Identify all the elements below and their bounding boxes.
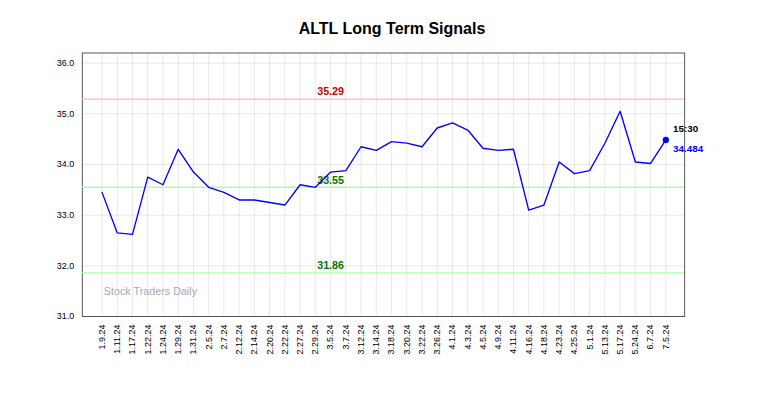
svg-text:Stock Traders Daily: Stock Traders Daily: [104, 285, 198, 297]
svg-text:4.5.24: 4.5.24: [478, 325, 488, 350]
svg-text:2.7.24: 2.7.24: [219, 325, 229, 350]
svg-text:2.27.24: 2.27.24: [295, 325, 305, 355]
svg-text:5.24.24: 5.24.24: [630, 325, 640, 355]
svg-text:4.3.24: 4.3.24: [463, 325, 473, 350]
svg-text:4.9.24: 4.9.24: [493, 325, 503, 350]
svg-text:1.11.24: 1.11.24: [112, 325, 122, 354]
svg-text:34.484: 34.484: [673, 143, 704, 154]
svg-text:34.0: 34.0: [57, 159, 74, 169]
svg-text:4.25.24: 4.25.24: [569, 325, 579, 355]
svg-text:7.5.24: 7.5.24: [661, 325, 671, 350]
svg-text:3.7.24: 3.7.24: [341, 325, 351, 350]
html-text:ALTL Long Term Signals: ALTL Long Term Signals: [298, 20, 486, 37]
svg-text:3.12.24: 3.12.24: [356, 325, 366, 355]
svg-text:36.0: 36.0: [57, 58, 74, 68]
svg-text:35.29: 35.29: [317, 85, 344, 97]
svg-text:32.0: 32.0: [57, 261, 74, 271]
svg-text:4.11.24: 4.11.24: [508, 325, 518, 354]
svg-text:4.23.24: 4.23.24: [554, 325, 564, 355]
svg-text:3.20.24: 3.20.24: [402, 325, 412, 355]
svg-text:1.9.24: 1.9.24: [97, 325, 107, 350]
svg-text:33.0: 33.0: [57, 210, 74, 220]
svg-text:2.14.24: 2.14.24: [249, 325, 259, 355]
svg-text:2.12.24: 2.12.24: [234, 325, 244, 355]
svg-text:5.13.24: 5.13.24: [600, 325, 610, 355]
svg-text:35.0: 35.0: [57, 109, 74, 119]
svg-text:33.55: 33.55: [317, 174, 344, 186]
svg-text:3.18.24: 3.18.24: [386, 325, 396, 355]
svg-text:4.18.24: 4.18.24: [539, 325, 549, 355]
svg-text:3.26.24: 3.26.24: [432, 325, 442, 355]
svg-text:6.7.24: 6.7.24: [645, 325, 655, 350]
svg-text:2.20.24: 2.20.24: [265, 325, 275, 355]
svg-text:3.5.24: 3.5.24: [325, 325, 335, 350]
svg-text:31.86: 31.86: [317, 259, 344, 271]
svg-text:4.1.24: 4.1.24: [447, 325, 457, 350]
svg-text:5.17.24: 5.17.24: [615, 325, 625, 355]
svg-text:1.22.24: 1.22.24: [143, 325, 153, 355]
svg-text:1.29.24: 1.29.24: [173, 325, 183, 355]
svg-text:1.17.24: 1.17.24: [127, 325, 137, 355]
svg-text:15:30: 15:30: [673, 123, 699, 134]
svg-text:1.31.24: 1.31.24: [188, 325, 198, 355]
svg-text:5.1.24: 5.1.24: [585, 325, 595, 350]
svg-text:1.24.24: 1.24.24: [158, 325, 168, 355]
svg-text:3.22.24: 3.22.24: [417, 325, 427, 355]
svg-text:31.0: 31.0: [57, 311, 74, 321]
svg-text:2.29.24: 2.29.24: [310, 325, 320, 355]
svg-text:2.22.24: 2.22.24: [280, 325, 290, 355]
svg-text:3.14.24: 3.14.24: [371, 325, 381, 355]
svg-text:4.16.24: 4.16.24: [524, 325, 534, 355]
svg-text:2.5.24: 2.5.24: [204, 325, 214, 350]
